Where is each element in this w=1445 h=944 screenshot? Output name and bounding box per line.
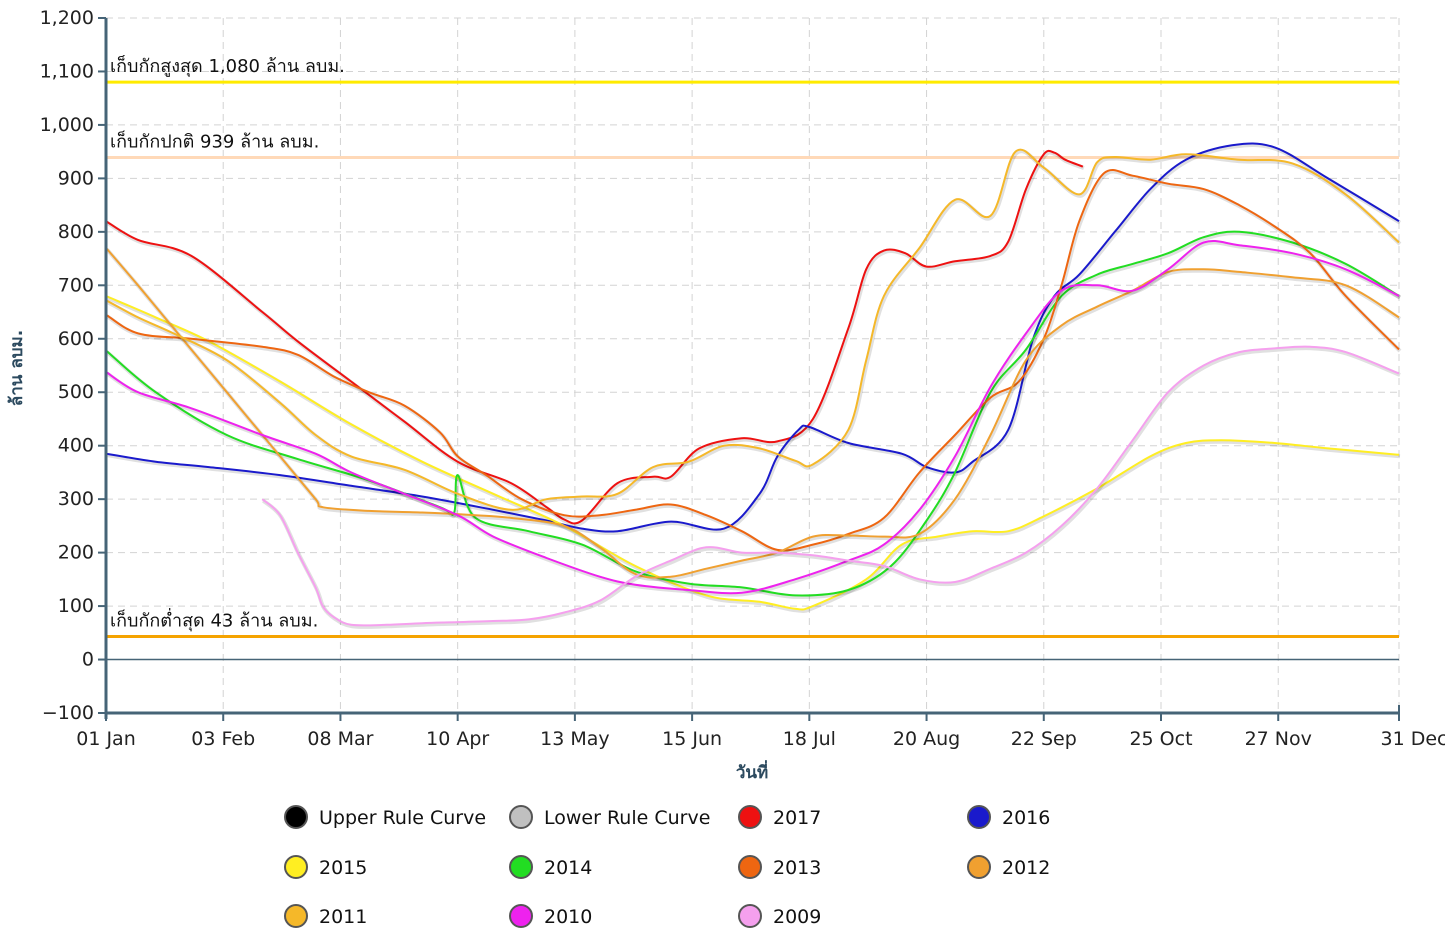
y-tick-label: 600 xyxy=(58,328,94,350)
axis-labels: วันที่ ล้าน ลบม. xyxy=(7,330,768,783)
legend: Upper Rule Curve Lower Rule Curve 2017 2016… xyxy=(284,805,1050,928)
legend-marker-2014 xyxy=(509,855,533,879)
x-tick-label: 27 Nov xyxy=(1245,728,1312,750)
y-tick-label: 700 xyxy=(58,274,94,296)
series-shadow xyxy=(106,149,1402,514)
y-tick-label: 500 xyxy=(58,381,94,403)
legend-marker-Upper Rule Curve xyxy=(284,805,308,829)
series-line-2015 xyxy=(105,295,1400,611)
legend-label: Upper Rule Curve xyxy=(319,807,486,829)
x-axis-title: วันที่ xyxy=(736,760,768,783)
y-tick-label: 400 xyxy=(58,435,94,457)
legend-label: 2011 xyxy=(319,906,367,928)
series-shadow xyxy=(105,240,1401,597)
reference-line-label: เก็บกักต่ำสุด 43 ล้าน ลบม. xyxy=(110,608,318,632)
legend-marker-2012 xyxy=(967,855,991,879)
x-tick-label: 08 Mar xyxy=(307,728,373,750)
x-tick-label: 25 Oct xyxy=(1129,728,1192,750)
y-tick-label: −100 xyxy=(42,702,94,724)
x-tick-label: 18 Jul xyxy=(783,728,836,750)
series-shadow xyxy=(105,231,1402,599)
series-line-2013 xyxy=(105,169,1400,552)
series-line-2017 xyxy=(105,149,1084,525)
y-tick-label: 0 xyxy=(82,649,94,671)
series-line-2012 xyxy=(105,247,1400,579)
legend-marker-2011 xyxy=(284,904,308,928)
series-shadow xyxy=(261,346,1401,629)
series-line-2011 xyxy=(105,148,1400,511)
legend-marker-2016 xyxy=(967,805,991,829)
y-axis-title: ล้าน ลบม. xyxy=(7,330,27,406)
series-shadow xyxy=(105,248,1402,582)
series-lines xyxy=(105,142,1402,629)
x-tick-label: 13 May xyxy=(540,728,610,750)
x-tick-label: 03 Feb xyxy=(191,728,255,750)
reference-line-label: เก็บกักสูงสุด 1,080 ล้าน ลบม. xyxy=(110,54,345,77)
legend-marker-2017 xyxy=(738,805,762,829)
series-line-2009 xyxy=(261,345,1400,627)
y-tick-label: 1,200 xyxy=(40,7,94,29)
legend-marker-2010 xyxy=(509,904,533,928)
x-tick-label: 31 Dec xyxy=(1381,728,1445,750)
x-tick-label: 15 Jun xyxy=(662,728,722,750)
legend-marker-2009 xyxy=(738,904,762,928)
series-line-2010 xyxy=(105,239,1400,595)
reference-line-label: เก็บกักปกติ 939 ล้าน ลบม. xyxy=(110,130,319,153)
legend-label: 2009 xyxy=(773,906,821,928)
y-tick-label: 900 xyxy=(58,167,94,189)
legend-marker-2013 xyxy=(738,855,762,879)
y-tick-label: 100 xyxy=(58,595,94,617)
axes: −100 0 100 200 300 400 500 600 700 800 900 1,000 1,1… xyxy=(40,7,1445,750)
legend-label: 2013 xyxy=(773,857,821,879)
x-tick-label: 20 Aug xyxy=(893,728,960,750)
series-line-2016 xyxy=(105,142,1400,533)
x-tick-label: 10 Apr xyxy=(426,728,489,750)
legend-label: 2014 xyxy=(544,857,592,879)
grid-lines xyxy=(105,17,1400,714)
legend-label: 2015 xyxy=(319,857,367,879)
legend-label: 2012 xyxy=(1002,857,1050,879)
x-tick-label: 22 Sep xyxy=(1011,728,1077,750)
x-tick-label: 01 Jan xyxy=(76,728,136,750)
y-tick-label: 200 xyxy=(58,542,94,564)
y-tick-label: 1,000 xyxy=(40,114,94,136)
series-shadow xyxy=(105,169,1402,554)
legend-marker-Lower Rule Curve xyxy=(509,805,533,829)
legend-label: 2017 xyxy=(773,807,821,829)
y-tick-label: 1,100 xyxy=(40,60,94,82)
y-tick-label: 800 xyxy=(58,221,94,243)
reference-lines: เก็บกักสูงสุด 1,080 ล้าน ลบม. เก็บกักปกติ… xyxy=(106,54,1399,639)
series-line-2014 xyxy=(105,230,1400,597)
legend-label: 2016 xyxy=(1002,807,1050,829)
y-tick-label: 300 xyxy=(58,488,94,510)
legend-marker-2015 xyxy=(284,855,308,879)
legend-label: Lower Rule Curve xyxy=(544,807,710,829)
legend-label: 2010 xyxy=(544,906,592,928)
